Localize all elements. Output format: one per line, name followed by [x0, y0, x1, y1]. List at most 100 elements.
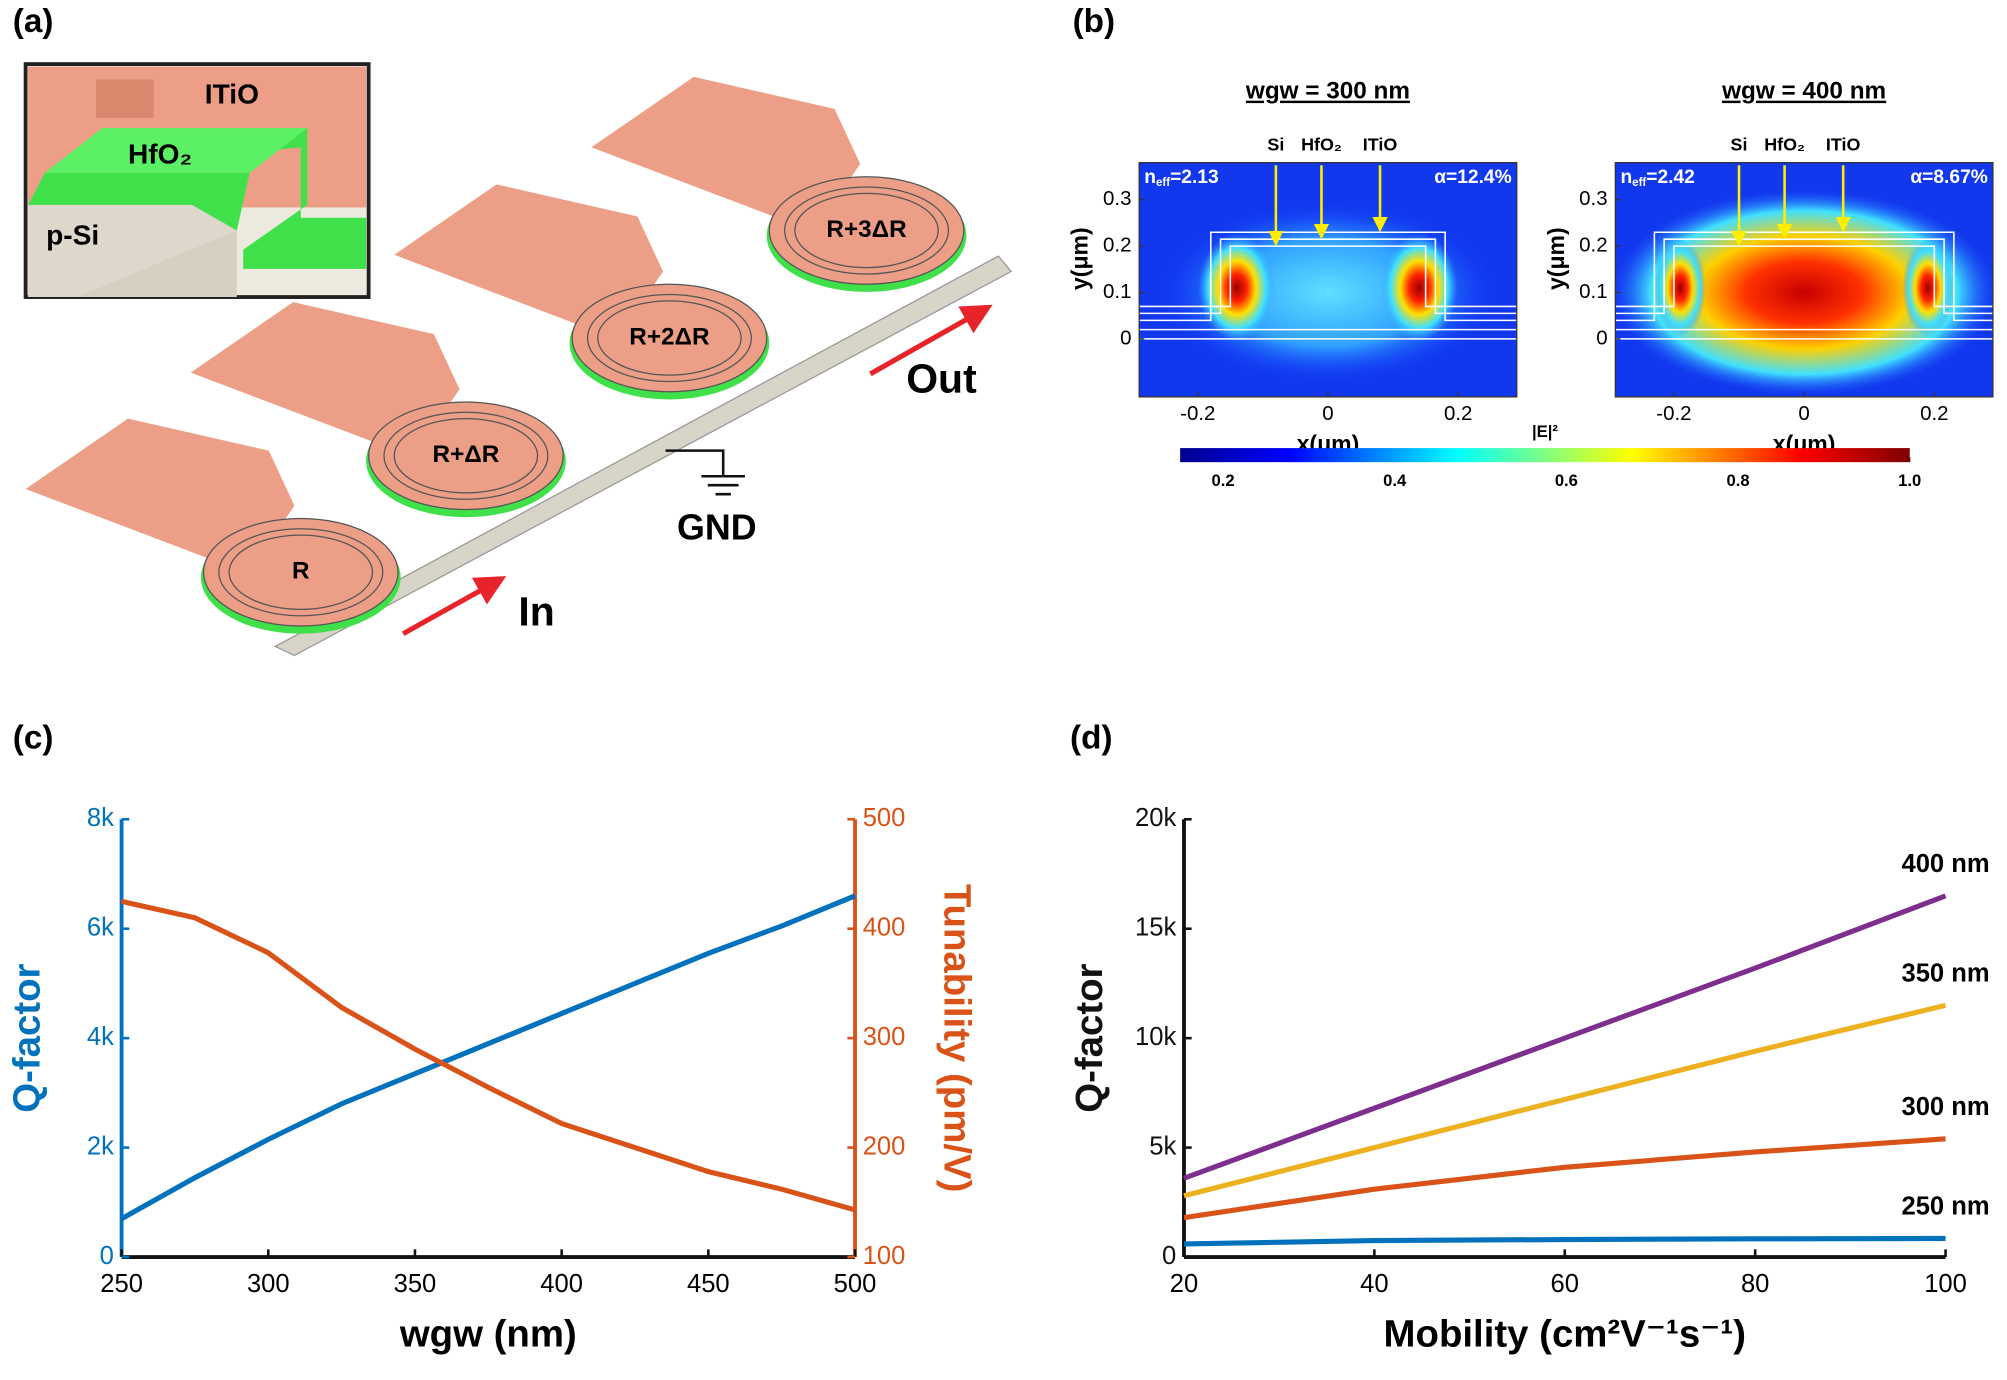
field-lobe	[1612, 190, 1997, 395]
y-tick-label: 0.3	[1103, 187, 1131, 210]
neff-label: neff=2.13	[1144, 167, 1218, 189]
waveguide	[273, 255, 1013, 657]
x-tick-label: 0	[1798, 402, 1809, 425]
field-hotspot	[1654, 239, 1707, 337]
y2-tick-label: 400	[863, 913, 906, 941]
series-line	[121, 898, 856, 1213]
colorbar-tick-label: 1.0	[1898, 471, 1921, 490]
ground-symbol	[665, 449, 745, 496]
y-tick-label: 10k	[1135, 1023, 1176, 1051]
alpha-label: α=8.67%	[1910, 167, 1987, 188]
x-tick-label: 40	[1360, 1270, 1388, 1298]
y-axis-label: Q-factor	[1068, 963, 1111, 1112]
y-tick-label: 5k	[1149, 1132, 1176, 1160]
output-label: Out	[906, 355, 977, 401]
x-axis-label: wgw (nm)	[399, 1313, 577, 1356]
mode-plots: wgw = 300 nm neff=2.13 α=12.4% Si HfO₂ ITiO -0…	[1067, 78, 1997, 490]
colorbar-label: |E|²	[1532, 422, 1558, 441]
layer-label: ITiO	[1826, 135, 1861, 155]
y2-tick-label: 200	[863, 1132, 906, 1160]
device-illustration	[25, 76, 1013, 657]
y-axis-label: y(μm)	[1067, 227, 1093, 290]
y2-tick-label: 300	[863, 1023, 906, 1051]
x-axis-label: Mobility (cm²V⁻¹s⁻¹)	[1384, 1313, 1746, 1356]
inset-label: p-Si	[46, 219, 99, 250]
colorbar-tick-label: 0.2	[1211, 471, 1234, 490]
series-line	[1183, 1002, 1947, 1199]
ring-inner	[228, 534, 374, 611]
x-tick-label: 20	[1170, 1270, 1198, 1298]
output-arrow	[869, 304, 993, 377]
x-tick-label: 0.2	[1444, 402, 1472, 425]
ring-inner	[597, 300, 742, 376]
ring-inner	[393, 418, 539, 494]
colorbar-tick-label: 0.8	[1726, 471, 1749, 490]
neff-subscript: eff	[1632, 177, 1646, 189]
field-hotspot	[1198, 234, 1276, 342]
y-tick-label: 8k	[87, 804, 114, 832]
y-tick-label: 0	[1596, 326, 1607, 349]
y-tick-label: 6k	[87, 913, 114, 941]
alpha-label: α=12.4%	[1434, 167, 1511, 188]
neff-symbol: n	[1620, 167, 1632, 188]
neff-symbol: n	[1144, 167, 1156, 188]
x-tick-label: 350	[394, 1270, 437, 1298]
layer-label: Si	[1267, 135, 1284, 155]
series-line	[1183, 1235, 1946, 1247]
x-tick-label: 250	[100, 1270, 143, 1298]
y-tick-label: 0	[100, 1242, 114, 1270]
y-axis-label: Q-factor	[6, 963, 49, 1112]
layer-label: HfO₂	[1764, 135, 1805, 155]
colorbar	[1180, 448, 1910, 463]
x-tick-label: 0.2	[1920, 402, 1948, 425]
x-tick-label: 450	[687, 1270, 730, 1298]
input-arrow	[401, 576, 507, 636]
y2-tick-label: 100	[863, 1242, 906, 1270]
series-label: 250 nm	[1901, 1192, 1989, 1220]
y-tick-label: 0.2	[1579, 234, 1607, 257]
y-tick-label: 0.3	[1579, 187, 1607, 210]
ring-label: R+2ΔR	[629, 323, 710, 350]
layer-label: ITiO	[1363, 135, 1398, 155]
y-tick-label: 0	[1120, 326, 1131, 349]
field-hotspot	[1380, 234, 1458, 342]
y-tick-label: 0	[1162, 1242, 1176, 1270]
inset-label: ITiO	[205, 79, 259, 110]
neff-label: neff=2.42	[1620, 167, 1694, 189]
series-label: 350 nm	[1901, 959, 1989, 987]
panel-label: (d)	[1070, 720, 1112, 757]
y2-tick-label: 500	[863, 804, 906, 832]
x-tick-label: 0	[1322, 402, 1333, 425]
electrode-pad	[25, 418, 295, 560]
ring-label: R	[292, 558, 310, 585]
plot-title: wgw = 300 nm	[1245, 78, 1410, 105]
y-axis-label: y(μm)	[1543, 227, 1569, 290]
ring-inner	[794, 192, 939, 269]
y-tick-label: 20k	[1135, 804, 1176, 832]
layer-label: HfO₂	[1301, 135, 1342, 155]
neff-value: =2.42	[1646, 167, 1695, 188]
y-tick-label: 15k	[1135, 913, 1176, 941]
panel-label: (b)	[1073, 3, 1115, 40]
waveguide-outline	[1615, 238, 1993, 315]
x-tick-label: 80	[1741, 1270, 1769, 1298]
series-label: 400 nm	[1901, 850, 1989, 878]
y-tick-label: 0.1	[1579, 280, 1607, 303]
x-tick-label: 400	[540, 1270, 583, 1298]
ring-label: R+3ΔR	[826, 216, 907, 243]
waveguide-outline	[1615, 231, 1993, 322]
colorbar-tick-label: 0.4	[1383, 471, 1407, 490]
panel-label: (a)	[13, 3, 54, 40]
y-tick-label: 0.1	[1103, 280, 1131, 303]
x-tick-label: 60	[1551, 1270, 1579, 1298]
series-line	[1183, 1136, 1946, 1221]
x-tick-label: 500	[834, 1270, 877, 1298]
field-hotspot	[1902, 239, 1954, 337]
ring-inner	[218, 528, 384, 617]
y-tick-label: 2k	[87, 1132, 114, 1160]
x-tick-label: -0.2	[1180, 402, 1215, 425]
inset-label: HfO₂	[128, 139, 192, 170]
x-tick-label: 100	[1924, 1270, 1967, 1298]
electrode-pad	[394, 184, 664, 326]
ring-inner	[383, 411, 549, 500]
